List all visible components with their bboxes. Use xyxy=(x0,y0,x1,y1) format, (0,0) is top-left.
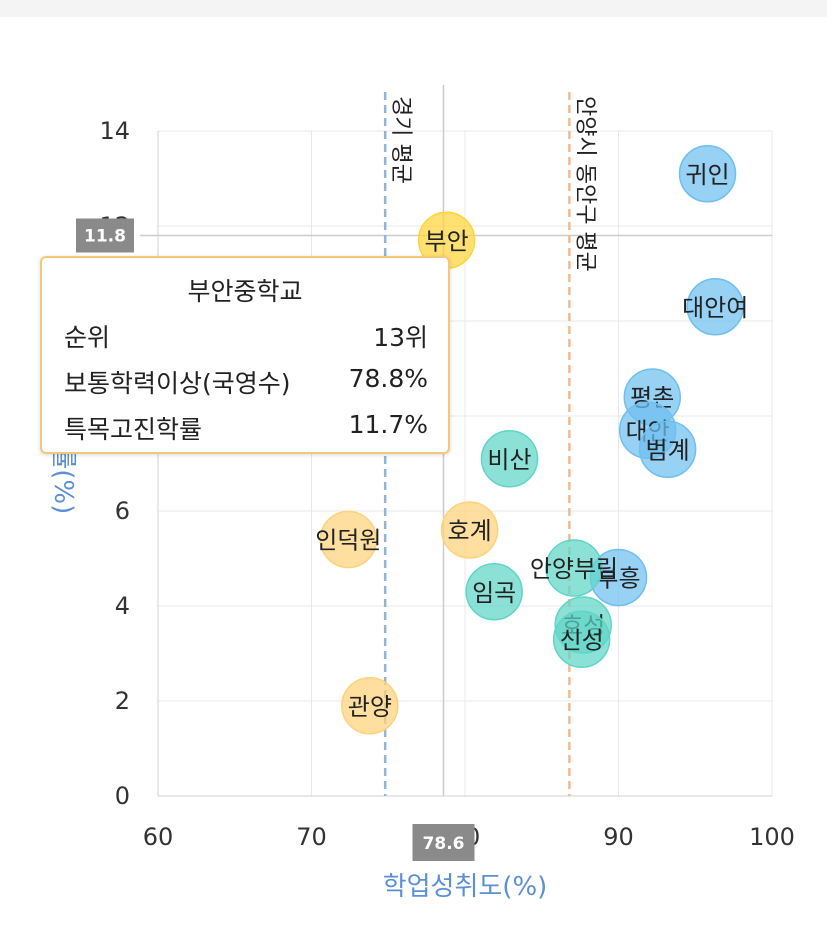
y-tick-label: 14 xyxy=(99,117,130,145)
bubble-label: 호계 xyxy=(448,517,492,545)
y-tick-label: 2 xyxy=(115,687,130,715)
bubble-circle xyxy=(480,430,539,488)
tooltip-achievement-label: 보통학력이상(국영수) xyxy=(64,369,291,398)
tooltip-achievement-value: 78.8% xyxy=(348,364,428,393)
x-crosshair-badge: 78.6 xyxy=(412,824,475,861)
bubble-label: 부안 xyxy=(424,227,468,255)
bubble-circle xyxy=(465,563,523,621)
bubble-label: 대안여 xyxy=(682,294,748,322)
bubble-point: 비산 xyxy=(480,430,539,488)
tooltip-rate-value: 11.7% xyxy=(348,410,428,439)
bubble-label: 관양 xyxy=(348,693,392,721)
tooltip-rate-label: 특목고진학률 xyxy=(64,415,203,444)
y-crosshair-badge: 11.8 xyxy=(76,218,134,253)
bubble-point: 귀인 xyxy=(678,145,737,203)
tooltip: 부안중학교 순위 13위 보통학력이상(국영수) 78.8% 특목고진학률 11… xyxy=(40,256,450,454)
x-tick-label: 100 xyxy=(749,823,795,851)
y-badge-text: 11.8 xyxy=(84,227,126,247)
bubble-label: 안양부림 xyxy=(530,555,618,583)
x-tick-label: 60 xyxy=(143,823,174,851)
tooltip-row-achievement: 보통학력이상(국영수) 78.8% xyxy=(64,364,428,400)
bubble-label: 비산 xyxy=(487,446,531,474)
bubble-point: 범계 xyxy=(638,420,697,478)
bubble-circle xyxy=(545,539,603,597)
tooltip-row-rank: 순위 13위 xyxy=(64,318,428,354)
x-tick-label: 90 xyxy=(603,823,634,851)
bubble-circle xyxy=(552,610,611,668)
tooltip-rank-value: 13위 xyxy=(373,323,428,352)
bubble-label: 임곡 xyxy=(472,579,516,607)
bubbles: 귀인대안여평촌대안범계부흥비산안양부림임곡호성신성부안호계인덕원관양 xyxy=(315,145,748,735)
bubble-circle xyxy=(686,278,744,336)
bubble-label: 귀인 xyxy=(685,161,729,189)
bubble-label: 인덕원 xyxy=(315,527,381,555)
top-bar xyxy=(0,0,827,17)
y-tick-label: 6 xyxy=(115,497,130,525)
x-axis-title: 학업성취도(%) xyxy=(383,872,548,902)
bubble-label: 범계 xyxy=(646,436,690,464)
bubble-point: 대안여 xyxy=(682,278,748,336)
bubble-point: 관양 xyxy=(341,677,399,735)
y-tick-label: 4 xyxy=(115,592,130,620)
bubble-point: 인덕원 xyxy=(315,510,381,569)
bubble-circle xyxy=(638,420,697,478)
crosshair-badges: 11.8 78.6 xyxy=(76,218,475,861)
bubble-label: 부흥 xyxy=(596,565,640,593)
bubble-point: 부흥 xyxy=(589,548,648,607)
bubble-point: 안양부림 xyxy=(530,539,618,597)
bubble-point: 부안 xyxy=(417,211,476,269)
bubble-circle xyxy=(341,677,399,735)
bubble-point: 임곡 xyxy=(465,563,523,621)
tooltip-title: 부안중학교 xyxy=(187,277,303,306)
reference-line-label: 경기 평균 xyxy=(388,96,413,184)
bubble-point: 신성 xyxy=(552,610,611,668)
x-badge-text: 78.6 xyxy=(423,834,465,854)
tooltip-row-rate: 특목고진학률 11.7% xyxy=(64,410,428,446)
y-tick-label: 0 xyxy=(115,782,130,810)
bubble-circle xyxy=(319,510,378,569)
tooltip-rank-label: 순위 xyxy=(64,323,111,352)
x-badge-box xyxy=(412,824,475,861)
reference-line-label: 안양시 동안구 평균 xyxy=(572,96,597,272)
x-tick-label: 70 xyxy=(296,823,327,851)
reference-lines: 경기 평균 안양시 동안구 평균 xyxy=(383,92,597,796)
y-badge-box xyxy=(76,218,134,253)
bubble-point: 호계 xyxy=(440,501,499,559)
bubble-circle xyxy=(678,145,737,203)
bubble-circle xyxy=(440,501,499,559)
bubble-label: 신성 xyxy=(560,626,604,654)
